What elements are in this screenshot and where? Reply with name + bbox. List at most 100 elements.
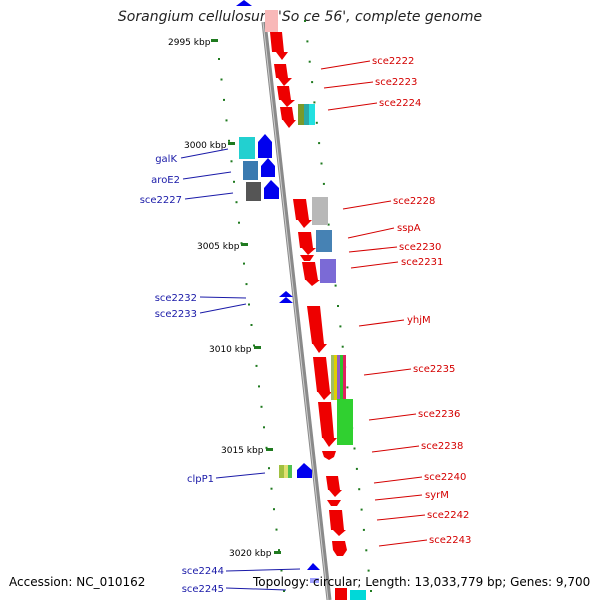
label-sce2231[interactable]: sce2231 [401,257,443,268]
right-track-dot [341,345,344,348]
feature-sce2235-stripe-5 [343,355,346,400]
label-sce2233[interactable]: sce2233 [155,309,197,320]
reverse-genes [236,0,320,583]
left-track-dot [235,201,238,204]
label-sce2236[interactable]: sce2236 [418,409,460,420]
feature-sce2228-gray [312,197,328,225]
gene-sce2238[interactable] [322,451,336,460]
left-track-dot [263,426,265,429]
forward-genes [265,10,366,600]
leader-sce2235 [363,368,412,376]
leader-sce2230 [348,246,398,253]
left-track-dot [270,487,273,490]
feature-galK-cyan [239,137,255,159]
gene-syrM[interactable] [327,500,341,506]
label-sce2240[interactable]: sce2240 [424,472,466,483]
gene-sce2224-b[interactable] [280,107,296,128]
label-aroE2[interactable]: aroE2 [151,175,180,186]
label-yhjM[interactable]: yhjM [407,315,431,326]
gene-sce2231[interactable] [302,262,320,286]
gene-sce2232[interactable] [279,291,293,297]
gene-sce2244[interactable] [307,563,320,570]
left-track-dot [250,324,253,326]
gene-sce2230[interactable] [300,255,314,261]
map-title: Sorangium cellulosum 'So ce 56', complet… [117,9,483,25]
genome-backbone-highlight [262,21,329,600]
feature-blocks [298,104,353,445]
leader-sspA [347,227,395,239]
label-sce2243[interactable]: sce2243 [429,535,471,546]
right-track-dot [360,508,363,511]
gene-sspA[interactable] [298,232,316,255]
label-sce2245[interactable]: sce2245 [182,584,224,595]
left-track-dot [218,58,220,60]
right-track-dot [367,569,370,572]
gene-sce2224-a[interactable] [277,86,295,107]
right-track-dot [334,284,337,287]
gene-sce2235[interactable] [313,357,332,400]
label-sce2224[interactable]: sce2224 [379,98,421,109]
right-track-dot [370,590,372,592]
label-sce2223[interactable]: sce2223 [375,77,417,88]
scale-label-3015: 3015 kbp [221,446,264,456]
label-sce2227[interactable]: sce2227 [140,195,182,206]
feature-clpP1-lime [279,465,284,478]
label-sce2242[interactable]: sce2242 [427,510,469,521]
left-track-dot [275,528,278,531]
gene-faded-top [265,10,278,32]
gene-sce2223[interactable] [274,64,292,86]
gene-sce2233[interactable] [279,297,293,303]
gene-sce2236[interactable] [318,402,337,447]
gene-sce2242[interactable] [329,510,346,536]
scale-labels: 2995 kbp 3000 kbp 3005 kbp 3010 kbp 3015… [168,38,272,559]
gene-sce2240[interactable] [326,476,342,497]
feature-sce2235-stripe-3 [337,355,340,400]
right-track-dot [346,386,349,389]
label-sce2230[interactable]: sce2230 [399,242,441,253]
feature-sce2236-green [337,399,353,445]
left-track-dot [268,467,270,470]
major-tick-marks [211,39,281,554]
label-sce2222[interactable]: sce2222 [372,56,414,67]
right-track-dot [311,81,314,84]
gene-galK[interactable] [258,134,272,158]
leader-sce2238 [371,445,420,453]
right-track-dot [355,467,358,470]
gene-sce2243[interactable] [332,541,347,556]
feature-clpP1-green [288,465,292,478]
left-track-dot [265,446,268,449]
feature-sce2235-stripe-4 [340,355,343,400]
label-sce2228[interactable]: sce2228 [393,196,435,207]
gene-sce2227[interactable] [264,180,279,199]
scale-label-3020: 3020 kbp [229,549,272,559]
label-syrM[interactable]: syrM [425,490,449,501]
label-clpP1[interactable]: clpP1 [187,474,214,485]
gene-aroE2[interactable] [261,158,275,177]
leader-sce2231 [350,261,399,269]
gene-sce2245[interactable] [310,578,319,583]
right-track-dot [337,305,339,307]
label-galK[interactable]: galK [155,154,177,165]
right-track-dot [358,488,361,491]
label-sspA[interactable]: sspA [397,223,421,234]
left-track-dot [253,344,255,347]
gene-top-blue [236,0,252,6]
label-sce2244[interactable]: sce2244 [182,566,224,577]
gene-clpP1[interactable] [297,463,312,478]
label-sce2235[interactable]: sce2235 [413,364,455,375]
scale-label-3005: 3005 kbp [197,242,240,252]
label-sce2238[interactable]: sce2238 [421,441,463,452]
label-sce2232[interactable]: sce2232 [155,293,197,304]
left-track-dot [255,364,258,367]
feature-sce2227-gray [246,182,261,201]
leader-yhjM [358,319,405,327]
gene-yhjM[interactable] [307,306,327,353]
left-track-dot [230,160,233,163]
left-track-dot [243,262,245,265]
gene-sce2222[interactable] [270,32,288,60]
left-track-dot [228,139,230,142]
gene-sce2228[interactable] [293,199,312,228]
major-tick [228,142,235,145]
left-track-dot [233,180,235,183]
